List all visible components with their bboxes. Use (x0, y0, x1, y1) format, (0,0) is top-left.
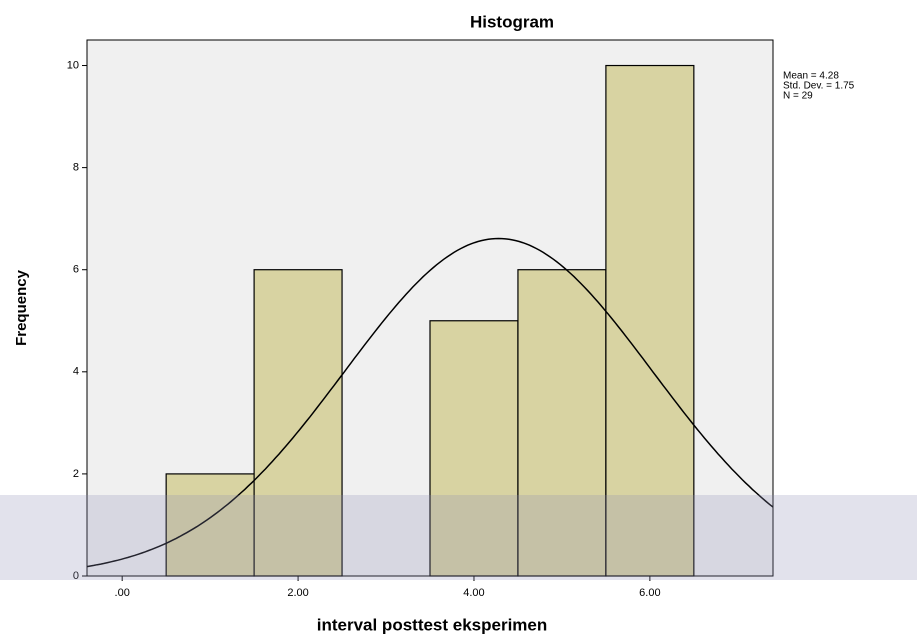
chart: Histogram interval posttest eksperimen F… (0, 0, 917, 639)
watermark-band (0, 495, 917, 580)
y-axis-label: Frequency (13, 269, 30, 346)
y-tick-label: 6 (73, 264, 79, 276)
y-tick-label: 8 (73, 162, 79, 174)
x-axis-label: interval posttest eksperimen (317, 615, 548, 634)
x-tick-label: 4.00 (463, 587, 484, 599)
x-tick-label: 6.00 (639, 587, 660, 599)
y-tick-label: 2 (73, 468, 79, 480)
stats-label: N = 29 (783, 91, 813, 102)
page: Histogram interval posttest eksperimen F… (0, 0, 917, 639)
x-tick-label: .00 (115, 587, 130, 599)
y-tick-label: 10 (67, 59, 79, 71)
y-tick-label: 4 (73, 366, 79, 378)
chart-title: Histogram (470, 12, 554, 31)
x-tick-label: 2.00 (287, 587, 308, 599)
